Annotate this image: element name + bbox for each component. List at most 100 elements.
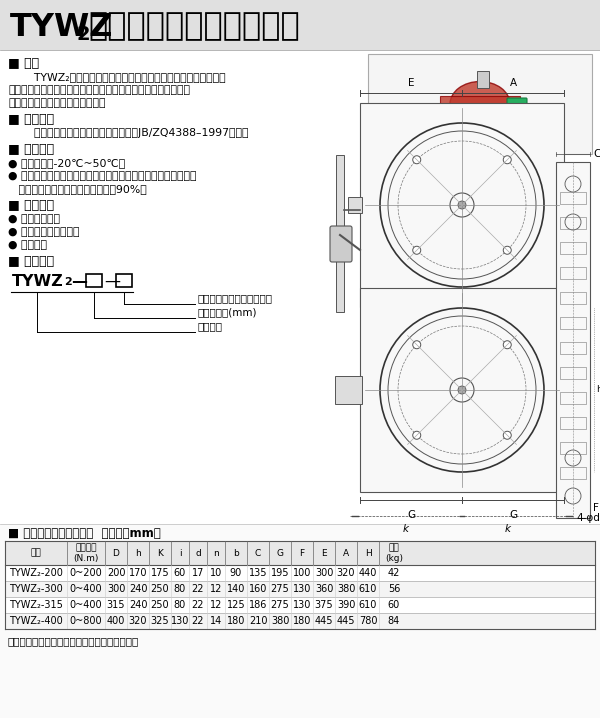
Text: 195: 195 bbox=[271, 568, 289, 578]
Text: 445: 445 bbox=[337, 616, 355, 626]
Text: 17: 17 bbox=[192, 568, 204, 578]
Bar bbox=[5, 541, 595, 565]
Text: A: A bbox=[509, 78, 517, 88]
Text: 200: 200 bbox=[107, 568, 125, 578]
Text: 0~800: 0~800 bbox=[70, 616, 103, 626]
Bar bbox=[5, 597, 595, 613]
Text: TYWZ: TYWZ bbox=[12, 274, 64, 289]
Text: 56: 56 bbox=[388, 584, 400, 594]
Text: 22: 22 bbox=[192, 600, 204, 610]
Text: G: G bbox=[509, 510, 517, 520]
FancyBboxPatch shape bbox=[507, 98, 527, 110]
Text: 130: 130 bbox=[293, 584, 311, 594]
Text: D: D bbox=[113, 549, 119, 557]
Bar bbox=[360, 288, 564, 492]
Text: 84: 84 bbox=[388, 616, 400, 626]
Text: ● 周围工作环境中不得有易燃、易爆及腑蚀性气体，否则应采用: ● 周围工作环境中不得有易燃、易爆及腑蚀性气体，否则应采用 bbox=[8, 171, 197, 181]
Text: 制动力矩
(N.m): 制动力矩 (N.m) bbox=[73, 544, 98, 563]
Text: —: — bbox=[104, 274, 120, 289]
Bar bbox=[560, 217, 586, 229]
Text: 315: 315 bbox=[107, 600, 125, 610]
Text: 2: 2 bbox=[64, 277, 72, 287]
Bar bbox=[116, 274, 132, 287]
Text: 运行的平稳减速制动，是一种常开式制动器，为操作人员提供了: 运行的平稳减速制动，是一种常开式制动器，为操作人员提供了 bbox=[8, 85, 190, 95]
Bar bbox=[560, 317, 586, 329]
Text: K: K bbox=[157, 549, 163, 557]
Text: 440: 440 bbox=[359, 568, 377, 578]
Bar bbox=[5, 565, 595, 581]
Text: ● 环境温度：-20℃~50℃。: ● 环境温度：-20℃~50℃。 bbox=[8, 158, 125, 168]
Text: 325: 325 bbox=[151, 616, 169, 626]
Text: 130: 130 bbox=[293, 600, 311, 610]
Circle shape bbox=[413, 341, 421, 349]
Bar bbox=[560, 467, 586, 479]
Bar bbox=[556, 162, 590, 518]
FancyBboxPatch shape bbox=[330, 226, 352, 262]
Text: 型号: 型号 bbox=[31, 549, 41, 557]
Text: 275: 275 bbox=[271, 600, 289, 610]
Text: ● 制动平稳、定位准确: ● 制动平稳、定位准确 bbox=[8, 227, 79, 237]
Text: ● 常开立式安装: ● 常开立式安装 bbox=[8, 214, 60, 224]
Text: 防腕型产品，空气相对湿度不大于90%。: 防腕型产品，空气相对湿度不大于90%。 bbox=[8, 184, 147, 194]
Text: 制动器安装尺寸和制动力矩参数符合JB/ZQ4388–1997标准。: 制动器安装尺寸和制动力矩参数符合JB/ZQ4388–1997标准。 bbox=[20, 128, 248, 138]
Ellipse shape bbox=[450, 82, 510, 126]
Circle shape bbox=[503, 341, 511, 349]
Text: TYWZ₂-400: TYWZ₂-400 bbox=[9, 616, 63, 626]
Text: 320: 320 bbox=[129, 616, 147, 626]
Text: 系列代号: 系列代号 bbox=[198, 321, 223, 331]
Text: 445: 445 bbox=[315, 616, 333, 626]
Bar bbox=[5, 581, 595, 597]
Bar bbox=[560, 442, 586, 454]
Text: 275: 275 bbox=[271, 584, 289, 594]
Bar bbox=[360, 103, 564, 307]
Text: ● 无需电源: ● 无需电源 bbox=[8, 240, 47, 250]
Text: 一种平稳放慢和减速制动的方法。: 一种平稳放慢和减速制动的方法。 bbox=[8, 98, 106, 108]
Text: 380: 380 bbox=[271, 616, 289, 626]
Text: ■ 使用条件: ■ 使用条件 bbox=[8, 143, 54, 156]
Text: 170: 170 bbox=[129, 568, 147, 578]
Text: 180: 180 bbox=[293, 616, 311, 626]
Text: 375: 375 bbox=[314, 600, 334, 610]
Text: E: E bbox=[321, 549, 327, 557]
Text: 12: 12 bbox=[210, 584, 222, 594]
Bar bbox=[440, 96, 520, 112]
Text: 42: 42 bbox=[388, 568, 400, 578]
Text: TYWZ: TYWZ bbox=[10, 11, 113, 42]
Text: 80: 80 bbox=[174, 600, 186, 610]
Text: E: E bbox=[408, 78, 414, 88]
Circle shape bbox=[458, 201, 466, 209]
Text: ■ 型号意义: ■ 型号意义 bbox=[8, 255, 54, 268]
Text: 240: 240 bbox=[129, 584, 147, 594]
Text: k: k bbox=[505, 524, 511, 534]
Text: 14: 14 bbox=[210, 616, 222, 626]
Text: ■ 符合标准: ■ 符合标准 bbox=[8, 113, 54, 126]
Text: 系列脚踏液压鼓式制动器: 系列脚踏液压鼓式制动器 bbox=[88, 11, 300, 42]
Bar bbox=[560, 342, 586, 354]
Circle shape bbox=[413, 432, 421, 439]
Text: 60: 60 bbox=[388, 600, 400, 610]
Text: 60: 60 bbox=[174, 568, 186, 578]
Text: 特殊要求（可用文字说明）: 特殊要求（可用文字说明） bbox=[198, 293, 273, 303]
Text: 22: 22 bbox=[192, 616, 204, 626]
Text: 380: 380 bbox=[337, 584, 355, 594]
Bar bbox=[562, 370, 582, 410]
Text: A: A bbox=[343, 549, 349, 557]
Text: ■ 技术参数及外形尺寸表  单位：（mm）: ■ 技术参数及外形尺寸表 单位：（mm） bbox=[8, 527, 161, 540]
Circle shape bbox=[503, 156, 511, 164]
Text: 0~200: 0~200 bbox=[70, 568, 103, 578]
Text: 250: 250 bbox=[151, 600, 169, 610]
Text: 610: 610 bbox=[359, 600, 377, 610]
Text: F: F bbox=[299, 549, 305, 557]
Text: 4-φd: 4-φd bbox=[576, 513, 600, 523]
Text: 12: 12 bbox=[210, 600, 222, 610]
Text: h: h bbox=[596, 386, 600, 394]
Text: 320: 320 bbox=[337, 568, 355, 578]
Text: 80: 80 bbox=[174, 584, 186, 594]
Text: 90: 90 bbox=[230, 568, 242, 578]
Text: 186: 186 bbox=[249, 600, 267, 610]
Text: 注：具体型号、结构外形尺寸保留更改的权利。: 注：具体型号、结构外形尺寸保留更改的权利。 bbox=[8, 636, 139, 646]
Text: i: i bbox=[179, 549, 181, 557]
Bar bbox=[560, 242, 586, 254]
Text: H: H bbox=[365, 549, 371, 557]
Text: ■ 概述: ■ 概述 bbox=[8, 57, 39, 70]
